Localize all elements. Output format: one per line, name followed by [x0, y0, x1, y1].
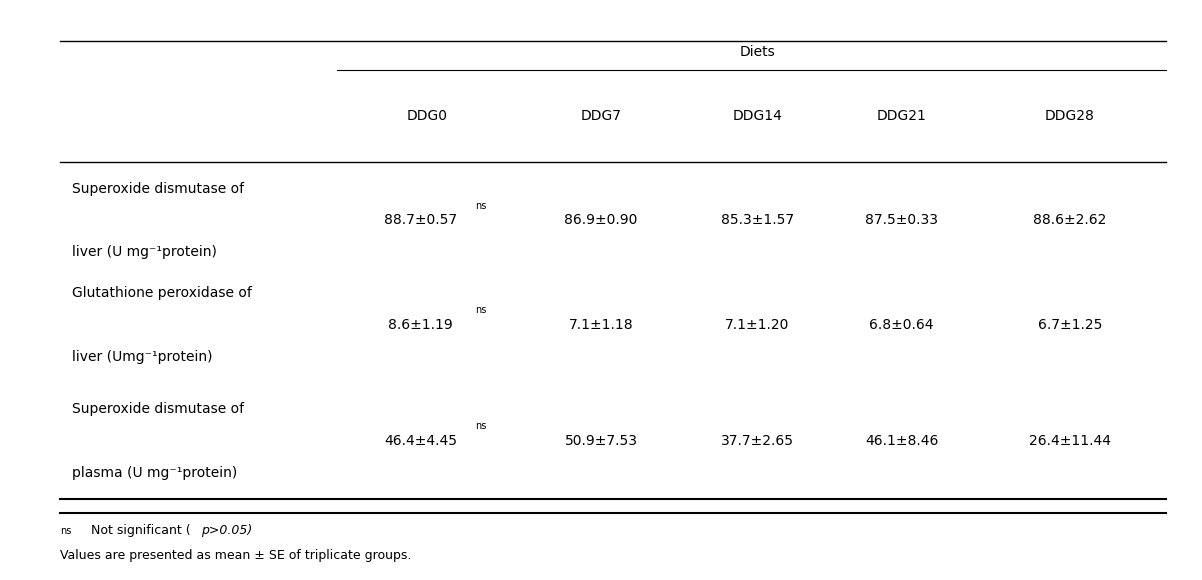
- Text: DDG0: DDG0: [406, 109, 447, 123]
- Text: 88.6±2.62: 88.6±2.62: [1033, 213, 1107, 227]
- Text: 88.7±0.57: 88.7±0.57: [385, 213, 457, 227]
- Text: ns: ns: [475, 305, 486, 316]
- Text: 85.3±1.57: 85.3±1.57: [721, 213, 793, 227]
- Text: DDG7: DDG7: [581, 109, 621, 123]
- Text: Superoxide dismutase of: Superoxide dismutase of: [72, 402, 244, 416]
- Text: 86.9±0.90: 86.9±0.90: [564, 213, 638, 227]
- Text: DDG28: DDG28: [1045, 109, 1095, 123]
- Text: 26.4±11.44: 26.4±11.44: [1029, 434, 1111, 448]
- Text: p>0.05): p>0.05): [201, 524, 252, 537]
- Text: DDG21: DDG21: [876, 109, 927, 123]
- Text: Superoxide dismutase of: Superoxide dismutase of: [72, 182, 244, 195]
- Text: liver (Umg⁻¹protein): liver (Umg⁻¹protein): [72, 350, 213, 364]
- Text: Values are presented as mean ± SE of triplicate groups.: Values are presented as mean ± SE of tri…: [60, 549, 411, 562]
- Text: Diets: Diets: [739, 45, 775, 59]
- Text: 46.4±4.45: 46.4±4.45: [385, 434, 457, 448]
- Text: Glutathione peroxidase of: Glutathione peroxidase of: [72, 286, 252, 300]
- Text: 87.5±0.33: 87.5±0.33: [865, 213, 938, 227]
- Text: 50.9±7.53: 50.9±7.53: [565, 434, 637, 448]
- Text: 6.8±0.64: 6.8±0.64: [869, 318, 934, 332]
- Text: 6.7±1.25: 6.7±1.25: [1037, 318, 1102, 332]
- Text: 46.1±8.46: 46.1±8.46: [864, 434, 939, 448]
- Text: ns: ns: [475, 201, 486, 211]
- Text: 37.7±2.65: 37.7±2.65: [721, 434, 793, 448]
- Text: liver (U mg⁻¹protein): liver (U mg⁻¹protein): [72, 245, 218, 259]
- Text: ns: ns: [475, 421, 486, 432]
- Text: plasma (U mg⁻¹protein): plasma (U mg⁻¹protein): [72, 466, 237, 480]
- Text: ns: ns: [60, 525, 71, 536]
- Text: 7.1±1.18: 7.1±1.18: [569, 318, 633, 332]
- Text: Not significant (: Not significant (: [87, 524, 190, 537]
- Text: DDG14: DDG14: [732, 109, 783, 123]
- Text: 8.6±1.19: 8.6±1.19: [388, 318, 453, 332]
- Text: 7.1±1.20: 7.1±1.20: [725, 318, 790, 332]
